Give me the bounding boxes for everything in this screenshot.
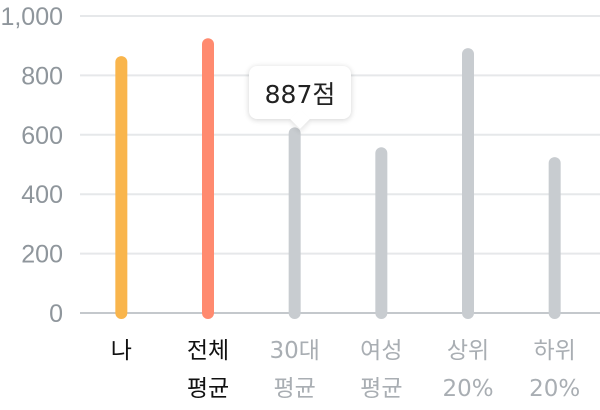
bar (288, 127, 301, 319)
y-tick-label: 600 (21, 122, 63, 150)
bar (548, 157, 561, 319)
value-tooltip: 887점 (249, 66, 351, 119)
category-label: 평균 (187, 376, 229, 402)
category-label: 평균 (274, 376, 316, 402)
category-label: 전체 (187, 338, 229, 364)
y-tick-label: 400 (21, 181, 63, 209)
bar (202, 38, 214, 320)
category-label: 하위 (534, 338, 576, 364)
y-tick-label: 200 (21, 241, 63, 269)
category-label: 평균 (360, 376, 402, 402)
category-label: 30대 (269, 338, 319, 364)
category-label: 여성 (360, 338, 402, 364)
category-label: 나 (111, 338, 132, 364)
category-label: 20% (529, 376, 580, 402)
category-label: 상위 (447, 338, 489, 364)
bar (462, 48, 474, 320)
y-tick-label: 1,000 (0, 3, 63, 31)
y-tick-label: 800 (21, 62, 63, 90)
tooltip-text: 887점 (264, 79, 336, 109)
bar (375, 147, 388, 319)
y-tick-label: 0 (49, 300, 63, 328)
bar (115, 56, 128, 319)
category-label: 20% (442, 376, 493, 402)
